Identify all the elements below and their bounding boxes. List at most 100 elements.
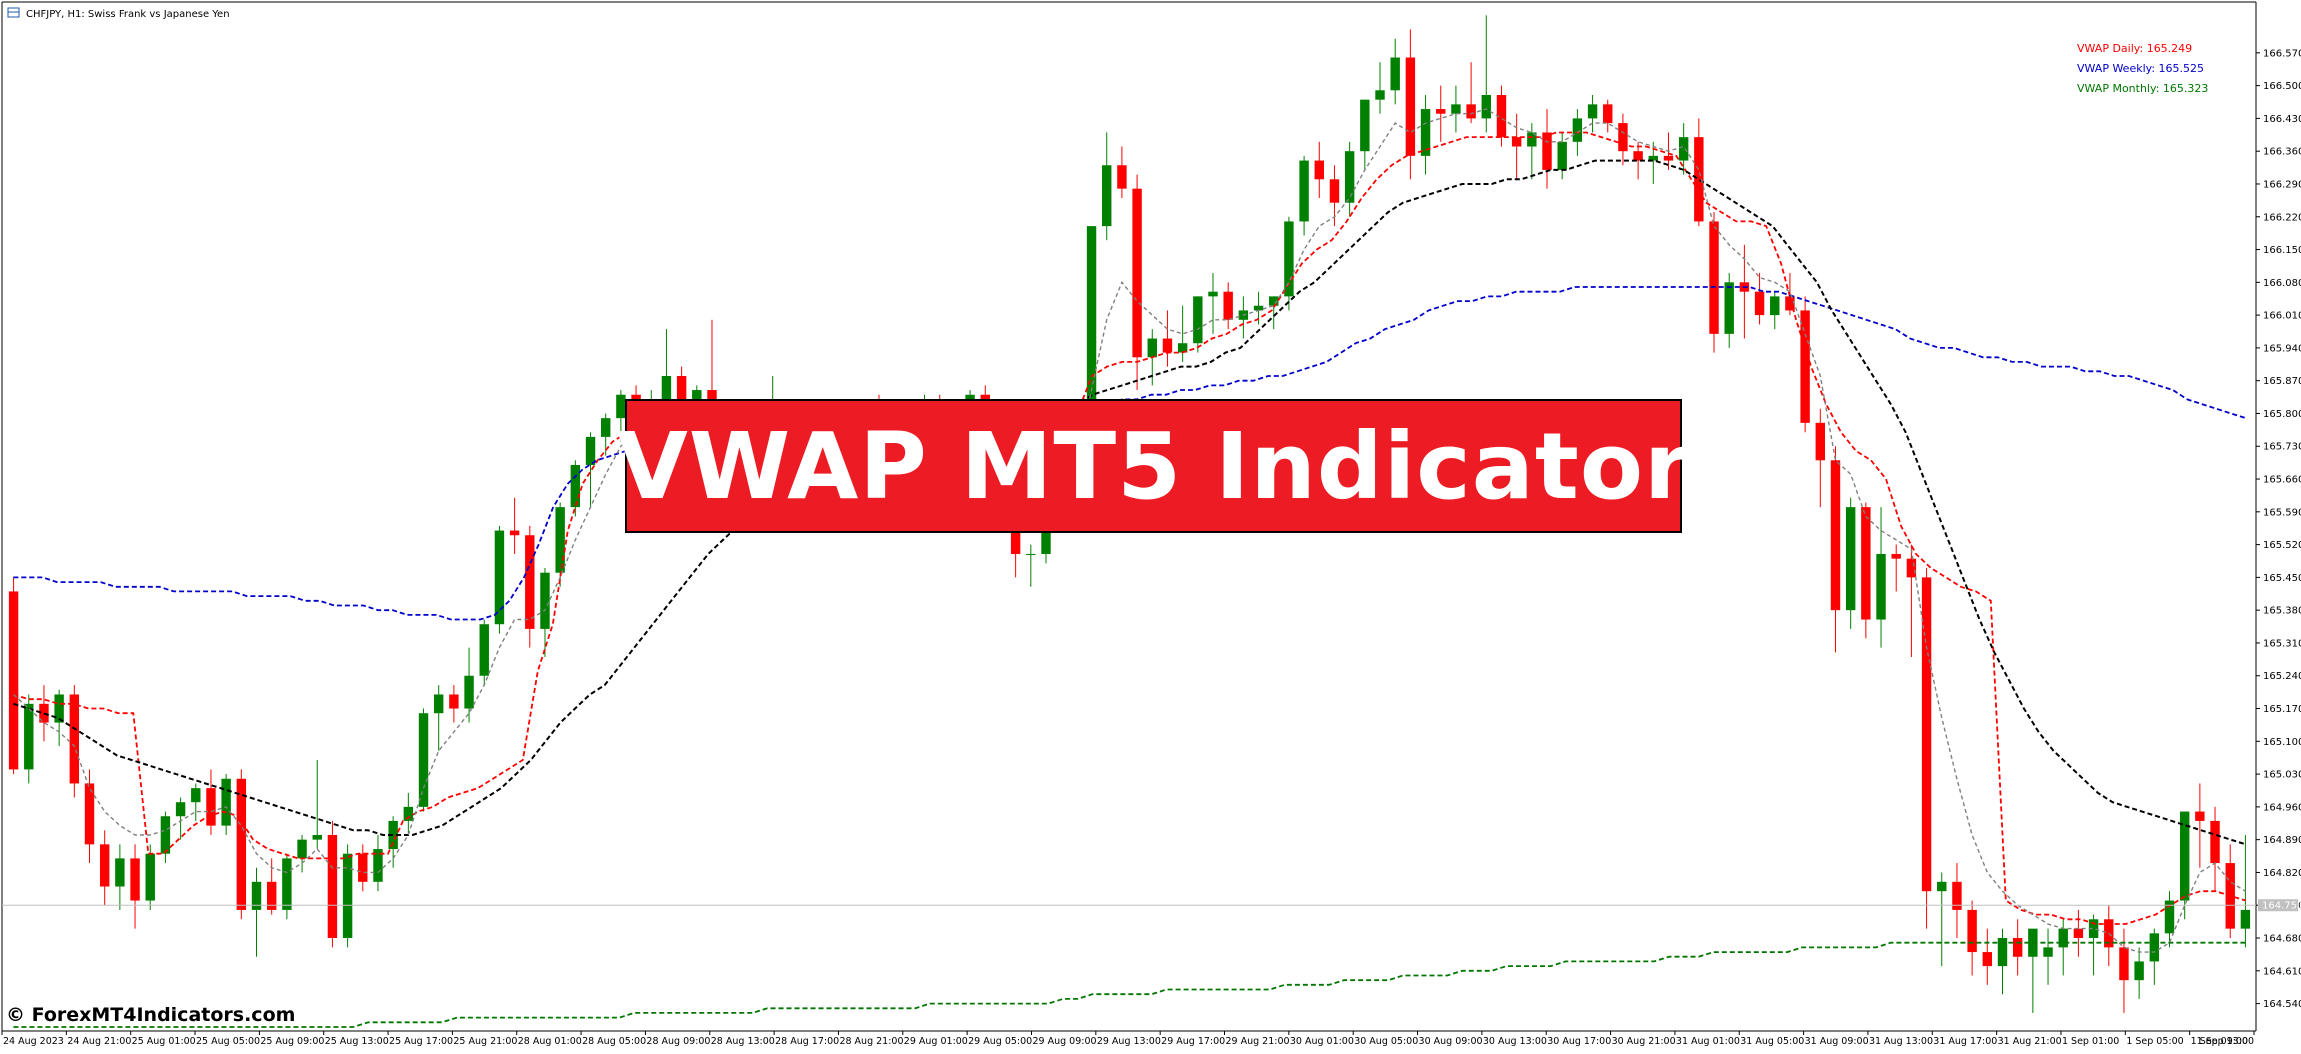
candle [175, 797, 186, 840]
candle-body [1785, 296, 1795, 311]
y-tick-label: 165.940 [2263, 343, 2301, 354]
x-tick: 31 Aug 13:00 [1867, 1031, 1933, 1047]
candle-body [373, 849, 383, 882]
candle-body [1420, 109, 1431, 156]
x-tick-label: 29 Aug 13:00 [1097, 1036, 1161, 1047]
x-tick-label: 25 Aug 13:00 [325, 1036, 389, 1047]
candle-body [1603, 104, 1613, 124]
candle [1830, 446, 1841, 653]
candle-body [1678, 137, 1689, 161]
candle [2164, 891, 2175, 948]
x-tick-label: 31 Aug 09:00 [1805, 1036, 1869, 1047]
candle-body [1253, 305, 1264, 311]
y-tick: 165.170 [2256, 704, 2301, 715]
candle [1162, 310, 1173, 367]
candle [312, 760, 322, 850]
x-tick-label: 29 Aug 09:00 [1032, 1036, 1096, 1047]
candle-body [1117, 165, 1127, 189]
candle-body [2134, 961, 2144, 981]
x-tick-label: 31 Aug 21:00 [1998, 1036, 2062, 1047]
candle-body [2012, 938, 2023, 957]
y-tick-label: 166.500 [2263, 81, 2301, 92]
y-tick-label: 166.150 [2263, 245, 2301, 256]
candle [1876, 507, 1886, 648]
candle [1603, 99, 1613, 133]
x-tick: 31 Aug 05:00 [1738, 1031, 1804, 1047]
candle-body [24, 703, 34, 770]
candle-body [206, 788, 216, 826]
current-price-tag: 164.750 [2258, 899, 2301, 912]
x-tick-label: 29 Aug 17:00 [1161, 1036, 1225, 1047]
candle-body [1329, 179, 1340, 203]
candle-body [494, 530, 505, 625]
candle [1633, 141, 1643, 180]
candle [206, 769, 216, 835]
candle-body [540, 572, 550, 629]
candle-body [2119, 947, 2129, 981]
symbol-title: CHFJPY, H1: Swiss Frank vs Japanese Yen [26, 9, 230, 20]
candle-body [388, 820, 398, 850]
candle-body [1937, 881, 1947, 892]
candle [2179, 811, 2190, 920]
candle-body [1299, 160, 1309, 222]
candle [1193, 296, 1203, 353]
y-tick: 164.960 [2256, 802, 2301, 813]
candle-body [600, 418, 611, 437]
x-tick-label: 29 Aug 01:00 [904, 1036, 968, 1047]
x-tick: 28 Aug 09:00 [644, 1031, 710, 1047]
y-tick: 166.360 [2256, 147, 2301, 158]
y-tick: 164.820 [2256, 868, 2301, 879]
y-tick: 166.080 [2256, 278, 2301, 289]
candle [403, 792, 414, 835]
candle [8, 577, 19, 775]
candle-body [1511, 137, 1522, 147]
candle [479, 619, 489, 686]
y-tick-label: 166.290 [2263, 179, 2301, 190]
x-tick-label: 30 Aug 17:00 [1547, 1036, 1611, 1047]
candle-body [2073, 928, 2084, 939]
candle-body [1663, 155, 1674, 161]
candle-body [69, 694, 80, 784]
candle-body [54, 694, 64, 723]
y-tick: 166.500 [2256, 81, 2301, 92]
y-tick-label: 165.100 [2263, 737, 2301, 748]
candle [358, 844, 368, 892]
x-tick-label: 25 Aug 09:00 [260, 1036, 324, 1047]
x-tick: 30 Aug 21:00 [1610, 1031, 1676, 1047]
candle-body [1982, 952, 1993, 967]
candle-body [2195, 811, 2205, 821]
y-tick-label: 166.430 [2263, 114, 2301, 125]
y-tick: 165.590 [2256, 507, 2301, 518]
candle [1921, 568, 1932, 929]
y-tick-label: 165.310 [2263, 638, 2301, 649]
candle [388, 816, 398, 868]
x-tick: 25 Aug 05:00 [194, 1031, 260, 1047]
y-tick: 165.450 [2256, 573, 2301, 584]
candle [160, 811, 171, 864]
candle [494, 525, 505, 634]
candle-body [1891, 553, 1901, 559]
candle-body [1466, 104, 1476, 119]
candle-body [327, 834, 338, 939]
candle-body [1618, 123, 1628, 152]
candle-body [509, 530, 520, 536]
y-tick: 164.610 [2256, 966, 2301, 977]
candle [1800, 296, 1810, 433]
y-tick: 164.680 [2256, 934, 2301, 945]
candle-body [1193, 296, 1203, 344]
candle-body [1269, 296, 1279, 306]
x-tick-label: 31 Aug 05:00 [1740, 1036, 1804, 1047]
candle [433, 685, 444, 751]
candle-body [312, 834, 322, 840]
candle-body [1997, 938, 2008, 967]
y-tick-label: 166.220 [2263, 212, 2301, 223]
x-tick: 1 Sep 13:00 [2197, 1031, 2255, 1047]
candle [540, 568, 550, 658]
candle-body [1542, 132, 1552, 170]
y-tick-label: 164.610 [2263, 966, 2301, 977]
y-tick-label: 165.730 [2263, 442, 2301, 453]
candle [2134, 947, 2144, 999]
candle-body [1026, 553, 1036, 555]
candle-body [1086, 226, 1097, 419]
